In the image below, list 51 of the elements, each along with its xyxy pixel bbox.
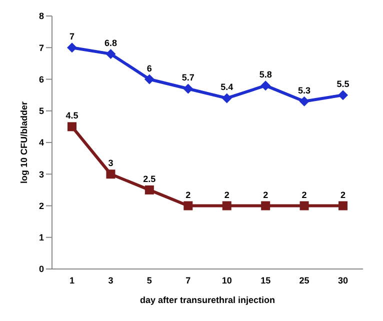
point bbox=[68, 122, 76, 132]
x-tick-label: 5 bbox=[146, 275, 152, 286]
y-axis-title: log 10 CFU/bladder bbox=[19, 101, 30, 184]
point bbox=[260, 80, 271, 91]
x-tick-label: 1 bbox=[69, 275, 75, 286]
y-tick-label: 3 bbox=[38, 169, 44, 180]
point bbox=[338, 90, 348, 100]
data-label: 6.8 bbox=[104, 38, 117, 48]
y-tick-label: 0 bbox=[38, 264, 44, 274]
point bbox=[299, 96, 310, 106]
data-label: 2 bbox=[224, 190, 230, 200]
x-tick-label: 10 bbox=[222, 275, 232, 286]
point bbox=[144, 74, 154, 84]
point bbox=[222, 201, 232, 210]
data-label: 5.3 bbox=[298, 85, 311, 96]
point bbox=[222, 93, 232, 104]
x-tick-label: 25 bbox=[299, 275, 310, 286]
point bbox=[300, 201, 309, 210]
point bbox=[144, 185, 154, 194]
data-label: 5.5 bbox=[336, 79, 350, 90]
data-label: 5.7 bbox=[182, 72, 194, 83]
data-label: 2 bbox=[302, 190, 307, 200]
point bbox=[183, 84, 194, 94]
data-label: 2 bbox=[186, 190, 191, 200]
y-tick-label: 1 bbox=[38, 232, 44, 243]
point bbox=[106, 170, 116, 179]
data-label: 2 bbox=[263, 190, 268, 200]
point bbox=[261, 201, 270, 210]
point bbox=[106, 48, 116, 59]
data-label: 2 bbox=[340, 190, 346, 200]
data-label: 7 bbox=[69, 32, 75, 42]
x-tick-label: 30 bbox=[338, 275, 348, 286]
x-axis-title: day after transurethral injection bbox=[140, 295, 276, 305]
y-tick-label: 7 bbox=[38, 42, 44, 53]
data-label: 5.8 bbox=[259, 70, 272, 80]
data-label: 6 bbox=[146, 63, 152, 74]
y-tick-label: 8 bbox=[38, 11, 44, 22]
y-tick-label: 5 bbox=[38, 106, 44, 116]
x-tick-label: 3 bbox=[108, 275, 114, 286]
y-tick-label: 6 bbox=[38, 74, 44, 84]
x-tick-label: 15 bbox=[260, 275, 271, 286]
data-label: 5.4 bbox=[220, 82, 234, 92]
y-tick-label: 2 bbox=[38, 200, 44, 211]
point bbox=[184, 201, 193, 210]
data-label: 3 bbox=[108, 158, 114, 168]
data-label: 2.5 bbox=[143, 174, 156, 184]
y-tick-label: 4 bbox=[38, 138, 44, 148]
point bbox=[67, 42, 77, 53]
data-label: 4.5 bbox=[66, 110, 78, 121]
point bbox=[338, 201, 348, 210]
x-tick-label: 7 bbox=[186, 275, 191, 286]
